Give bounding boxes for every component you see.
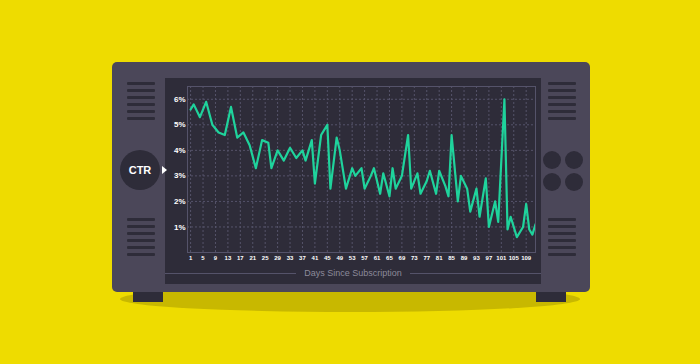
svg-text:49: 49 xyxy=(336,255,343,261)
svg-text:4%: 4% xyxy=(174,146,186,155)
svg-text:13: 13 xyxy=(225,255,232,261)
svg-text:25: 25 xyxy=(262,255,269,261)
svg-text:101: 101 xyxy=(496,255,507,261)
svg-text:81: 81 xyxy=(436,255,443,261)
svg-text:85: 85 xyxy=(448,255,455,261)
svg-text:1: 1 xyxy=(189,255,193,261)
svg-text:41: 41 xyxy=(312,255,319,261)
svg-text:9: 9 xyxy=(214,255,218,261)
svg-text:77: 77 xyxy=(423,255,430,261)
svg-text:89: 89 xyxy=(461,255,468,261)
svg-text:69: 69 xyxy=(399,255,406,261)
svg-text:5%: 5% xyxy=(174,120,186,129)
svg-text:93: 93 xyxy=(473,255,480,261)
svg-text:21: 21 xyxy=(249,255,256,261)
svg-text:105: 105 xyxy=(509,255,520,261)
svg-text:109: 109 xyxy=(521,255,532,261)
svg-text:3%: 3% xyxy=(174,171,186,180)
svg-text:57: 57 xyxy=(361,255,368,261)
svg-text:65: 65 xyxy=(386,255,393,261)
svg-text:61: 61 xyxy=(374,255,381,261)
svg-text:37: 37 xyxy=(299,255,306,261)
svg-text:5: 5 xyxy=(201,255,205,261)
svg-text:53: 53 xyxy=(349,255,356,261)
svg-text:29: 29 xyxy=(274,255,281,261)
svg-text:73: 73 xyxy=(411,255,418,261)
svg-text:45: 45 xyxy=(324,255,331,261)
svg-text:17: 17 xyxy=(237,255,244,261)
svg-text:97: 97 xyxy=(486,255,493,261)
html-text:Days Since Subscription: Days Since Subscription xyxy=(304,268,402,278)
svg-text:33: 33 xyxy=(287,255,294,261)
svg-text:1%: 1% xyxy=(174,223,186,232)
svg-text:2%: 2% xyxy=(174,197,186,206)
html-text:CTR: CTR xyxy=(128,164,152,176)
svg-text:6%: 6% xyxy=(174,95,186,104)
